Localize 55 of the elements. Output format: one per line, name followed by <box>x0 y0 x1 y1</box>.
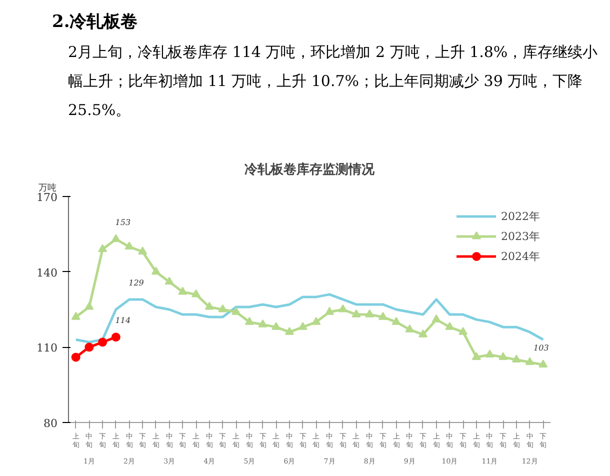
point <box>204 302 214 310</box>
point <box>164 276 174 285</box>
point <box>352 309 361 318</box>
legend-label: 2023年 <box>501 228 540 244</box>
point <box>284 326 294 335</box>
point <box>111 332 120 342</box>
legend-label: 2022年 <box>501 208 540 224</box>
point <box>258 319 268 328</box>
point <box>192 289 201 298</box>
data-label: 103 <box>534 344 549 353</box>
point <box>458 326 468 335</box>
point <box>84 342 94 352</box>
y-tick-label: 140 <box>36 266 58 280</box>
point <box>512 354 521 363</box>
point <box>432 314 441 322</box>
point <box>472 352 481 360</box>
point <box>98 244 108 252</box>
point <box>98 338 108 347</box>
data-label: 114 <box>115 316 131 326</box>
point <box>538 360 548 368</box>
point <box>418 329 428 338</box>
point <box>84 302 94 310</box>
point <box>378 312 388 320</box>
point <box>298 322 308 330</box>
point <box>338 304 348 312</box>
chart-title: 冷轧板卷库存监测情况 <box>244 162 376 178</box>
text: 2.冷轧板卷 <box>52 11 138 34</box>
point <box>244 316 254 325</box>
point <box>312 316 321 325</box>
y-tick-label: 80 <box>44 417 58 430</box>
data-label: 153 <box>115 218 131 228</box>
point <box>525 357 534 366</box>
point <box>178 286 188 295</box>
point <box>124 242 134 250</box>
point <box>218 304 228 312</box>
point <box>138 246 148 255</box>
point <box>272 322 281 330</box>
legend-label: 2024年 <box>501 248 540 264</box>
y-tick-label: 110 <box>36 342 58 355</box>
point <box>232 306 241 315</box>
point <box>405 324 414 332</box>
data-label: 129 <box>128 278 144 288</box>
point <box>498 352 508 360</box>
y-tick-label: 170 <box>36 191 58 204</box>
point <box>71 312 80 320</box>
point <box>485 350 494 358</box>
chart-subtitle: 2月上旬，冷轧板卷库存 114 万吨，环比增加 2 万吨，上升 1.8%，库存继续小幅上升；比年初增加 11 万吨，上升 10.7%；比上年同期减少 39 万吨，下降 25.5%。 <box>68 42 598 121</box>
point <box>392 316 401 325</box>
point <box>71 352 80 362</box>
point <box>325 306 334 315</box>
point <box>151 266 160 275</box>
point <box>365 309 374 318</box>
point <box>111 234 120 242</box>
point <box>445 322 454 330</box>
y-axis-title: 万吨 <box>38 182 56 194</box>
